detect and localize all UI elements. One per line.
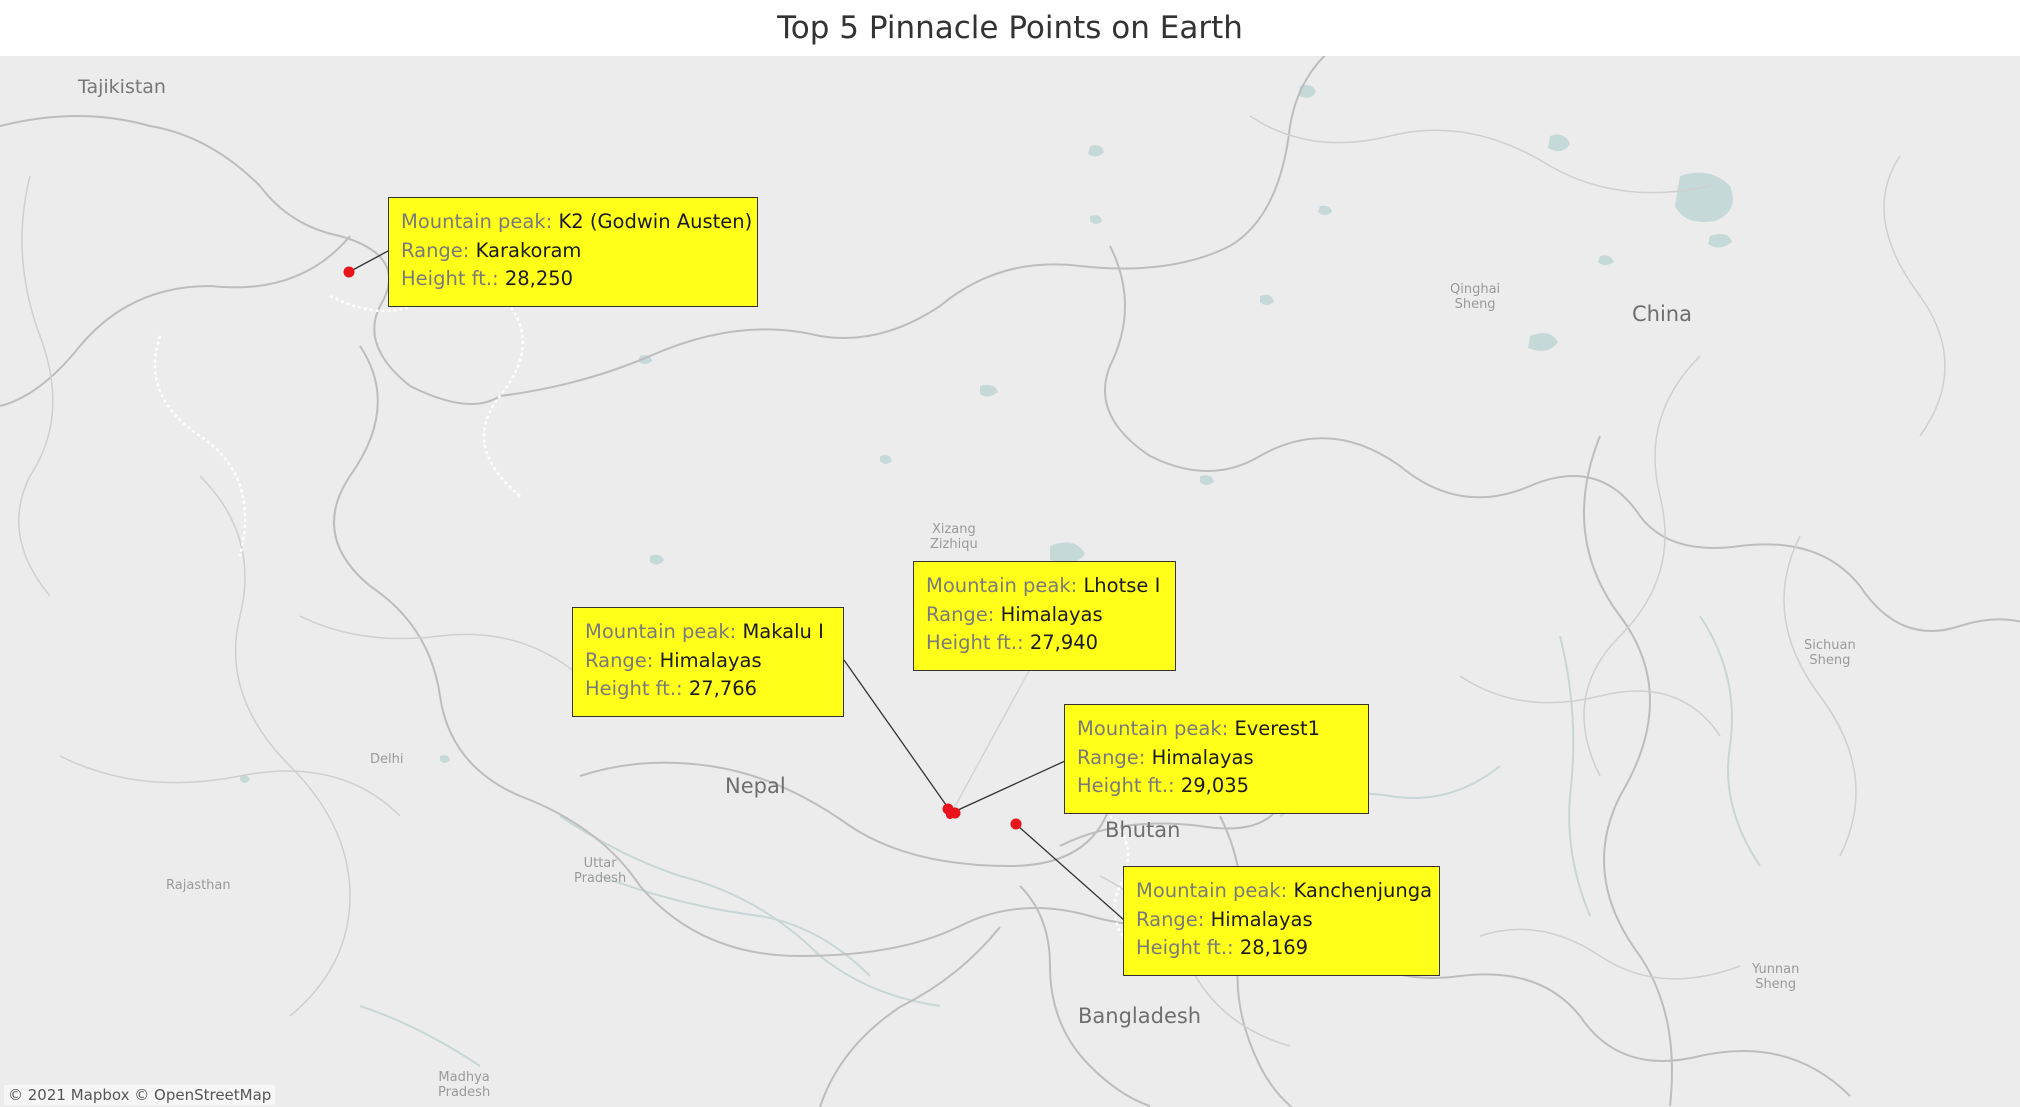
height-label: Height ft.:	[585, 677, 683, 700]
height-label: Height ft.:	[1077, 774, 1175, 797]
marker-kanchenjunga	[1010, 818, 1022, 830]
callout-k2[interactable]: Mountain peak: K2 (Godwin Austen) Range:…	[388, 197, 758, 307]
label-uttar-pradesh: Uttar Pradesh	[574, 856, 627, 886]
label-xizang: Xizang Zizhiqu	[930, 522, 978, 552]
peak-label: Mountain peak:	[926, 574, 1078, 597]
water-bodies	[240, 84, 1733, 783]
range-label: Range:	[585, 648, 654, 672]
height-value: 28,250	[504, 267, 574, 290]
range-value: Himalayas	[1151, 745, 1254, 769]
callout-kanchenjunga[interactable]: Mountain peak: Kanchenjunga Range: Himal…	[1123, 866, 1440, 976]
country-borders	[0, 56, 2020, 1107]
peak-name: Lhotse I	[1083, 574, 1161, 597]
leader-kanchenjunga	[1017, 825, 1125, 921]
range-value: Himalayas	[659, 648, 762, 672]
label-yunnan: Yunnan Sheng	[1752, 962, 1800, 992]
range-label: Range:	[401, 238, 470, 262]
peak-label: Mountain peak:	[1136, 879, 1288, 902]
label-sichuan: Sichuan Sheng	[1804, 638, 1856, 668]
peak-markers	[343, 266, 1022, 830]
callout-leaders	[348, 250, 1125, 921]
map-base-layer	[0, 56, 2020, 1107]
callout-everest[interactable]: Mountain peak: Everest1 Range: Himalayas…	[1064, 704, 1369, 814]
peak-name: Everest1	[1234, 717, 1321, 740]
label-delhi: Delhi	[370, 752, 404, 767]
peak-label: Mountain peak:	[1077, 717, 1229, 740]
disputed-borders	[153, 281, 1151, 967]
map-attribution[interactable]: © 2021 Mapbox © OpenStreetMap	[4, 1085, 276, 1105]
height-value: 27,940	[1029, 631, 1099, 654]
peak-name: Kanchenjunga	[1293, 879, 1433, 902]
label-madhya-pradesh: Madhya Pradesh	[438, 1070, 491, 1100]
range-value: Himalayas	[1000, 602, 1103, 626]
peak-label: Mountain peak:	[585, 620, 737, 643]
map-view[interactable]: Tajikistan China Nepal Bhutan Bangladesh…	[0, 56, 2020, 1107]
height-label: Height ft.:	[401, 267, 499, 290]
peak-label: Mountain peak:	[401, 210, 553, 233]
label-china: China	[1632, 302, 1692, 326]
height-value: 28,169	[1239, 936, 1309, 959]
range-label: Range:	[1077, 745, 1146, 769]
range-label: Range:	[926, 602, 995, 626]
height-value: 29,035	[1180, 774, 1250, 797]
height-label: Height ft.:	[926, 631, 1024, 654]
peak-name: K2 (Godwin Austen)	[558, 210, 753, 233]
height-value: 27,766	[688, 677, 758, 700]
leader-lhotse	[952, 646, 1043, 811]
label-bangladesh: Bangladesh	[1078, 1004, 1202, 1028]
marker-k2	[343, 266, 355, 278]
leader-k2	[348, 250, 389, 273]
range-value: Himalayas	[1210, 907, 1313, 931]
label-tajikistan: Tajikistan	[78, 76, 166, 98]
peak-name: Makalu I	[742, 620, 824, 643]
leader-makalu	[843, 659, 952, 813]
label-qinghai: Qinghai Sheng	[1450, 282, 1501, 312]
height-label: Height ft.:	[1136, 936, 1234, 959]
label-bhutan: Bhutan	[1105, 818, 1181, 842]
range-value: Karakoram	[475, 238, 582, 262]
chart-title: Top 5 Pinnacle Points on Earth	[777, 10, 1243, 46]
callout-makalu[interactable]: Mountain peak: Makalu I Range: Himalayas…	[572, 607, 844, 717]
label-nepal: Nepal	[725, 774, 786, 798]
callout-lhotse[interactable]: Mountain peak: Lhotse I Range: Himalayas…	[913, 561, 1176, 671]
marker-makalu	[946, 811, 954, 819]
range-label: Range:	[1136, 907, 1205, 931]
leader-everest	[957, 760, 1066, 811]
rivers	[359, 615, 1761, 1067]
label-rajasthan: Rajasthan	[166, 878, 231, 893]
